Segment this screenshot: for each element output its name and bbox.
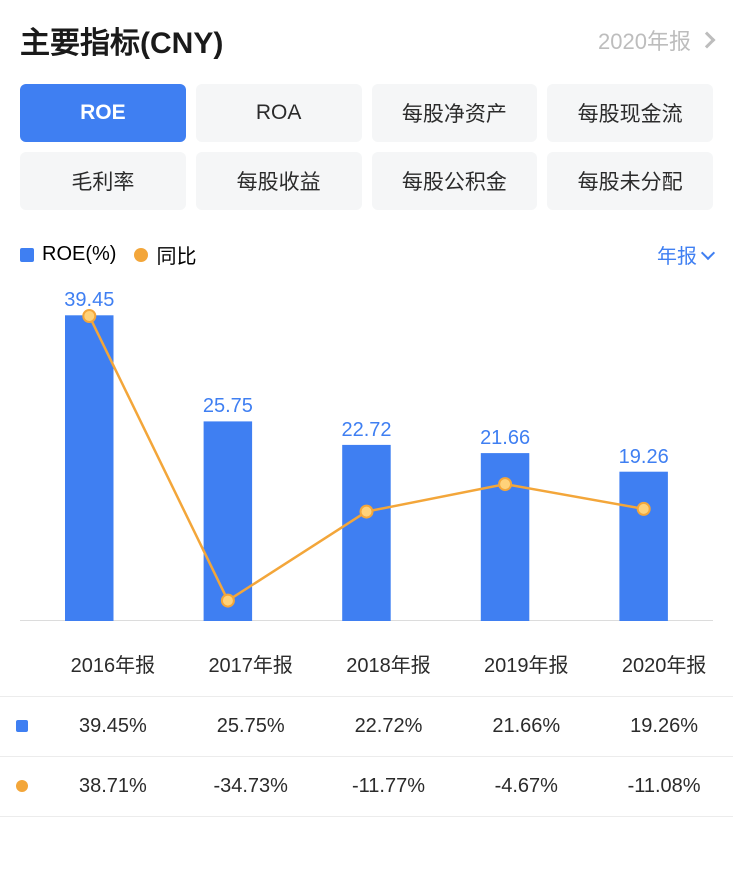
tab-7[interactable]: 每股未分配 (547, 152, 713, 210)
period-label: 2020年报 (598, 24, 691, 56)
row-marker-cell (0, 757, 44, 817)
page-title: 主要指标(CNY) (20, 18, 223, 62)
table-header-blank (0, 631, 44, 697)
bar-4 (619, 472, 668, 621)
metric-tabs: ROE ROA 每股净资产 每股现金流毛利率 每股收益 每股公积金 每股未分配 (0, 74, 733, 214)
tab-label: 每股未分配 (578, 166, 683, 196)
tab-2[interactable]: 每股净资产 (372, 84, 538, 142)
table-header: 2018年报 (320, 631, 458, 697)
period-type-selector[interactable]: 年报 (657, 240, 713, 269)
table-row: 39.45%25.75%22.72%21.66%19.26% (0, 697, 733, 757)
table-cell: -4.67% (457, 757, 595, 817)
table-cell: 21.66% (457, 697, 595, 757)
tab-0[interactable]: ROE (20, 84, 186, 142)
line-point-3 (499, 478, 511, 490)
legend-line-swatch (134, 248, 148, 262)
table-cell: -11.77% (320, 757, 458, 817)
legend-line-label: 同比 (156, 240, 196, 269)
chart-legend: ROE(%) 同比 年报 (0, 214, 733, 273)
tab-1[interactable]: ROA (196, 84, 362, 142)
tab-5[interactable]: 每股收益 (196, 152, 362, 210)
tab-label: 每股收益 (237, 166, 321, 196)
row-marker-cell (0, 697, 44, 757)
tab-3[interactable]: 每股现金流 (547, 84, 713, 142)
table-cell: 19.26% (595, 697, 733, 757)
legend-left: ROE(%) 同比 (20, 240, 196, 269)
table-row: 38.71%-34.73%-11.77%-4.67%-11.08% (0, 757, 733, 817)
table-cell: -34.73% (182, 757, 320, 817)
table-header: 2017年报 (182, 631, 320, 697)
tab-label: ROA (256, 101, 302, 125)
bar-2 (342, 445, 391, 621)
period-type-label: 年报 (657, 240, 697, 269)
line-point-0 (83, 310, 95, 322)
line-point-2 (361, 506, 373, 518)
period-selector[interactable]: 2020年报 (598, 24, 713, 56)
tab-label: 每股现金流 (578, 98, 683, 128)
circle-icon (16, 780, 28, 792)
table-header: 2020年报 (595, 631, 733, 697)
table-cell: 25.75% (182, 697, 320, 757)
header: 主要指标(CNY) 2020年报 (0, 0, 733, 74)
roe-chart: 39.4525.7522.7221.6619.26 (20, 281, 713, 621)
table-cell: 39.45% (44, 697, 182, 757)
chart-container: 39.4525.7522.7221.6619.26 (0, 273, 733, 621)
tab-6[interactable]: 每股公积金 (372, 152, 538, 210)
table-cell: 38.71% (44, 757, 182, 817)
data-table: 2016年报2017年报2018年报2019年报2020年报 39.45%25.… (0, 621, 733, 817)
chevron-right-icon (699, 32, 716, 49)
square-icon (16, 720, 28, 732)
app-root: 主要指标(CNY) 2020年报 ROE ROA 每股净资产 每股现金流毛利率 每股收益… (0, 0, 733, 817)
legend-bar-swatch (20, 248, 34, 262)
tab-label: 毛利率 (71, 166, 134, 196)
legend-bar: ROE(%) (20, 243, 116, 266)
tab-4[interactable]: 毛利率 (20, 152, 186, 210)
legend-bar-label: ROE(%) (42, 243, 116, 266)
table-cell: -11.08% (595, 757, 733, 817)
tab-label: 每股净资产 (402, 98, 507, 128)
line-point-4 (638, 503, 650, 515)
chart-svg (20, 281, 713, 621)
table-header: 2016年报 (44, 631, 182, 697)
table-cell: 22.72% (320, 697, 458, 757)
tab-label: ROE (80, 101, 126, 125)
chevron-down-icon (701, 245, 715, 259)
bar-0 (65, 315, 114, 621)
tab-label: 每股公积金 (402, 166, 507, 196)
legend-line: 同比 (134, 240, 196, 269)
line-point-1 (222, 595, 234, 607)
table-header: 2019年报 (457, 631, 595, 697)
